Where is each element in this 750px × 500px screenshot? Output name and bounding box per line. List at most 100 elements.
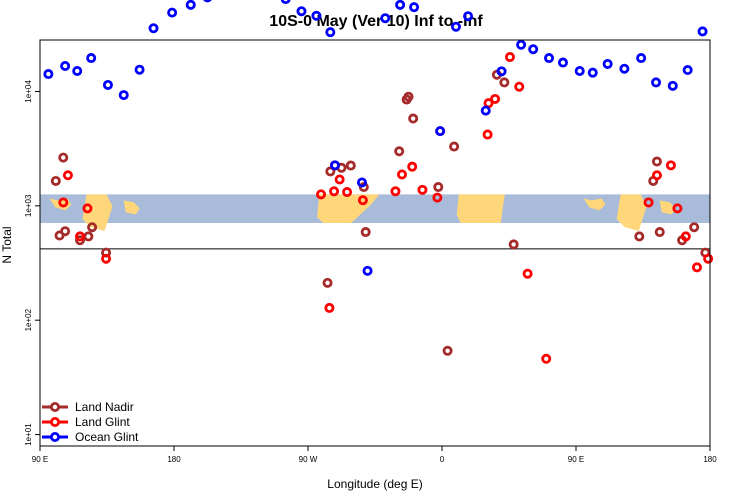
- y-axis-label: N Total: [0, 226, 14, 263]
- legend-label-ocean-glint: Ocean Glint: [75, 430, 139, 444]
- ocean-glint-point: [682, 65, 693, 76]
- land-shape: [583, 198, 606, 211]
- ocean-glint-point: [697, 26, 708, 37]
- land-nadir-point: [508, 239, 519, 250]
- x-tick-label: 180: [167, 455, 181, 464]
- land-glint-point: [703, 253, 714, 264]
- y-tick-label: 1e+02: [24, 308, 33, 331]
- land-glint-point: [514, 81, 525, 92]
- land-glint-point: [357, 195, 368, 206]
- land-nadir-point: [325, 166, 336, 177]
- land-glint-point: [417, 184, 428, 195]
- ocean-glint-point: [280, 0, 291, 5]
- land-nadir-point: [75, 235, 86, 246]
- ocean-glint-point: [102, 79, 113, 90]
- ocean-glint-point: [602, 58, 613, 69]
- ocean-glint-point: [544, 53, 555, 64]
- land-nadir-point: [360, 227, 371, 238]
- ocean-glint-point: [329, 160, 340, 171]
- ocean-glint-point: [134, 64, 145, 75]
- land-glint-point: [541, 353, 552, 364]
- x-tick-label: 0: [440, 455, 445, 464]
- land-glint-point: [680, 231, 691, 242]
- land-glint-point: [82, 203, 93, 214]
- land-nadir-point: [433, 182, 444, 193]
- legend-marker-land-glint: [50, 416, 61, 427]
- ocean-glint-point: [86, 53, 97, 64]
- land-glint-point: [58, 197, 69, 208]
- ocean-glint-point: [380, 13, 391, 24]
- legend-marker-ocean-glint: [50, 431, 61, 442]
- land-nadir-point: [408, 113, 419, 124]
- ocean-glint-point: [463, 11, 474, 22]
- ocean-glint-point: [60, 60, 71, 71]
- land-glint-point: [316, 189, 327, 200]
- land-glint-point: [691, 262, 702, 273]
- x-axis-label: Longitude (deg E): [327, 477, 422, 491]
- ocean-glint-point: [203, 0, 212, 3]
- land-shape: [82, 194, 113, 231]
- x-tick-label: 90 W: [299, 455, 318, 464]
- land-nadir-point: [394, 146, 405, 157]
- land-nadir-point: [50, 175, 61, 186]
- ocean-glint-point: [409, 2, 420, 13]
- land-nadir-point: [634, 231, 645, 242]
- land-nadir-point: [345, 160, 356, 171]
- plot-area: [39, 0, 714, 447]
- legend-marker-land-nadir: [50, 401, 61, 412]
- land-nadir-point: [651, 156, 662, 167]
- world-map-band: [40, 194, 710, 231]
- ocean-glint-point: [619, 63, 630, 74]
- land-glint-point: [329, 186, 340, 197]
- land-nadir-point: [499, 77, 510, 88]
- ocean-glint-point: [450, 21, 461, 32]
- points-layer: [43, 0, 714, 364]
- ocean-glint-point: [516, 39, 527, 50]
- ocean-glint-point: [395, 0, 406, 10]
- legend-label-land-nadir: Land Nadir: [75, 400, 134, 414]
- x-tick-label: 180: [703, 455, 717, 464]
- land-nadir-point: [87, 222, 98, 233]
- x-tick-label: 90 E: [32, 455, 48, 464]
- y-tick-label: 1e+01: [24, 423, 33, 446]
- ocean-glint-point: [72, 65, 83, 76]
- land-glint-point: [651, 170, 662, 181]
- ocean-glint-point: [587, 67, 598, 78]
- land-nadir-point: [83, 231, 94, 242]
- ocean-glint-point: [356, 177, 367, 188]
- land-nadir-point: [54, 230, 65, 241]
- land-nadir-point: [401, 94, 412, 105]
- ocean-glint-point: [167, 7, 178, 18]
- land-nadir-point: [689, 222, 700, 233]
- land-glint-point: [504, 52, 515, 63]
- ocean-glint-point: [574, 65, 585, 76]
- legend-label-land-glint: Land Glint: [75, 415, 130, 429]
- ocean-glint-point: [651, 77, 662, 88]
- land-glint-point: [643, 197, 654, 208]
- land-glint-point: [522, 268, 533, 279]
- land-nadir-point: [654, 227, 665, 238]
- land-glint-point: [665, 160, 676, 171]
- land-glint-point: [324, 302, 335, 313]
- land-glint-point: [490, 93, 501, 104]
- land-nadir-point: [442, 345, 453, 356]
- x-axis: 90 E 180 90 W 0 90 E 180: [32, 446, 717, 464]
- ocean-glint-point: [296, 6, 307, 17]
- land-glint-point: [334, 174, 345, 185]
- ocean-glint-point: [435, 126, 446, 137]
- land-glint-point: [407, 161, 418, 172]
- ocean-glint-point: [496, 66, 507, 77]
- ocean-glint-point: [636, 53, 647, 64]
- land-glint-point: [432, 192, 443, 203]
- land-glint-point: [396, 169, 407, 180]
- ocean-glint-point: [185, 0, 196, 10]
- land-nadir-point: [322, 277, 333, 288]
- land-glint-point: [390, 186, 401, 197]
- land-glint-point: [342, 187, 353, 198]
- land-shape: [616, 194, 647, 231]
- ocean-glint-point: [528, 44, 539, 55]
- x-tick-label: 90 E: [568, 455, 584, 464]
